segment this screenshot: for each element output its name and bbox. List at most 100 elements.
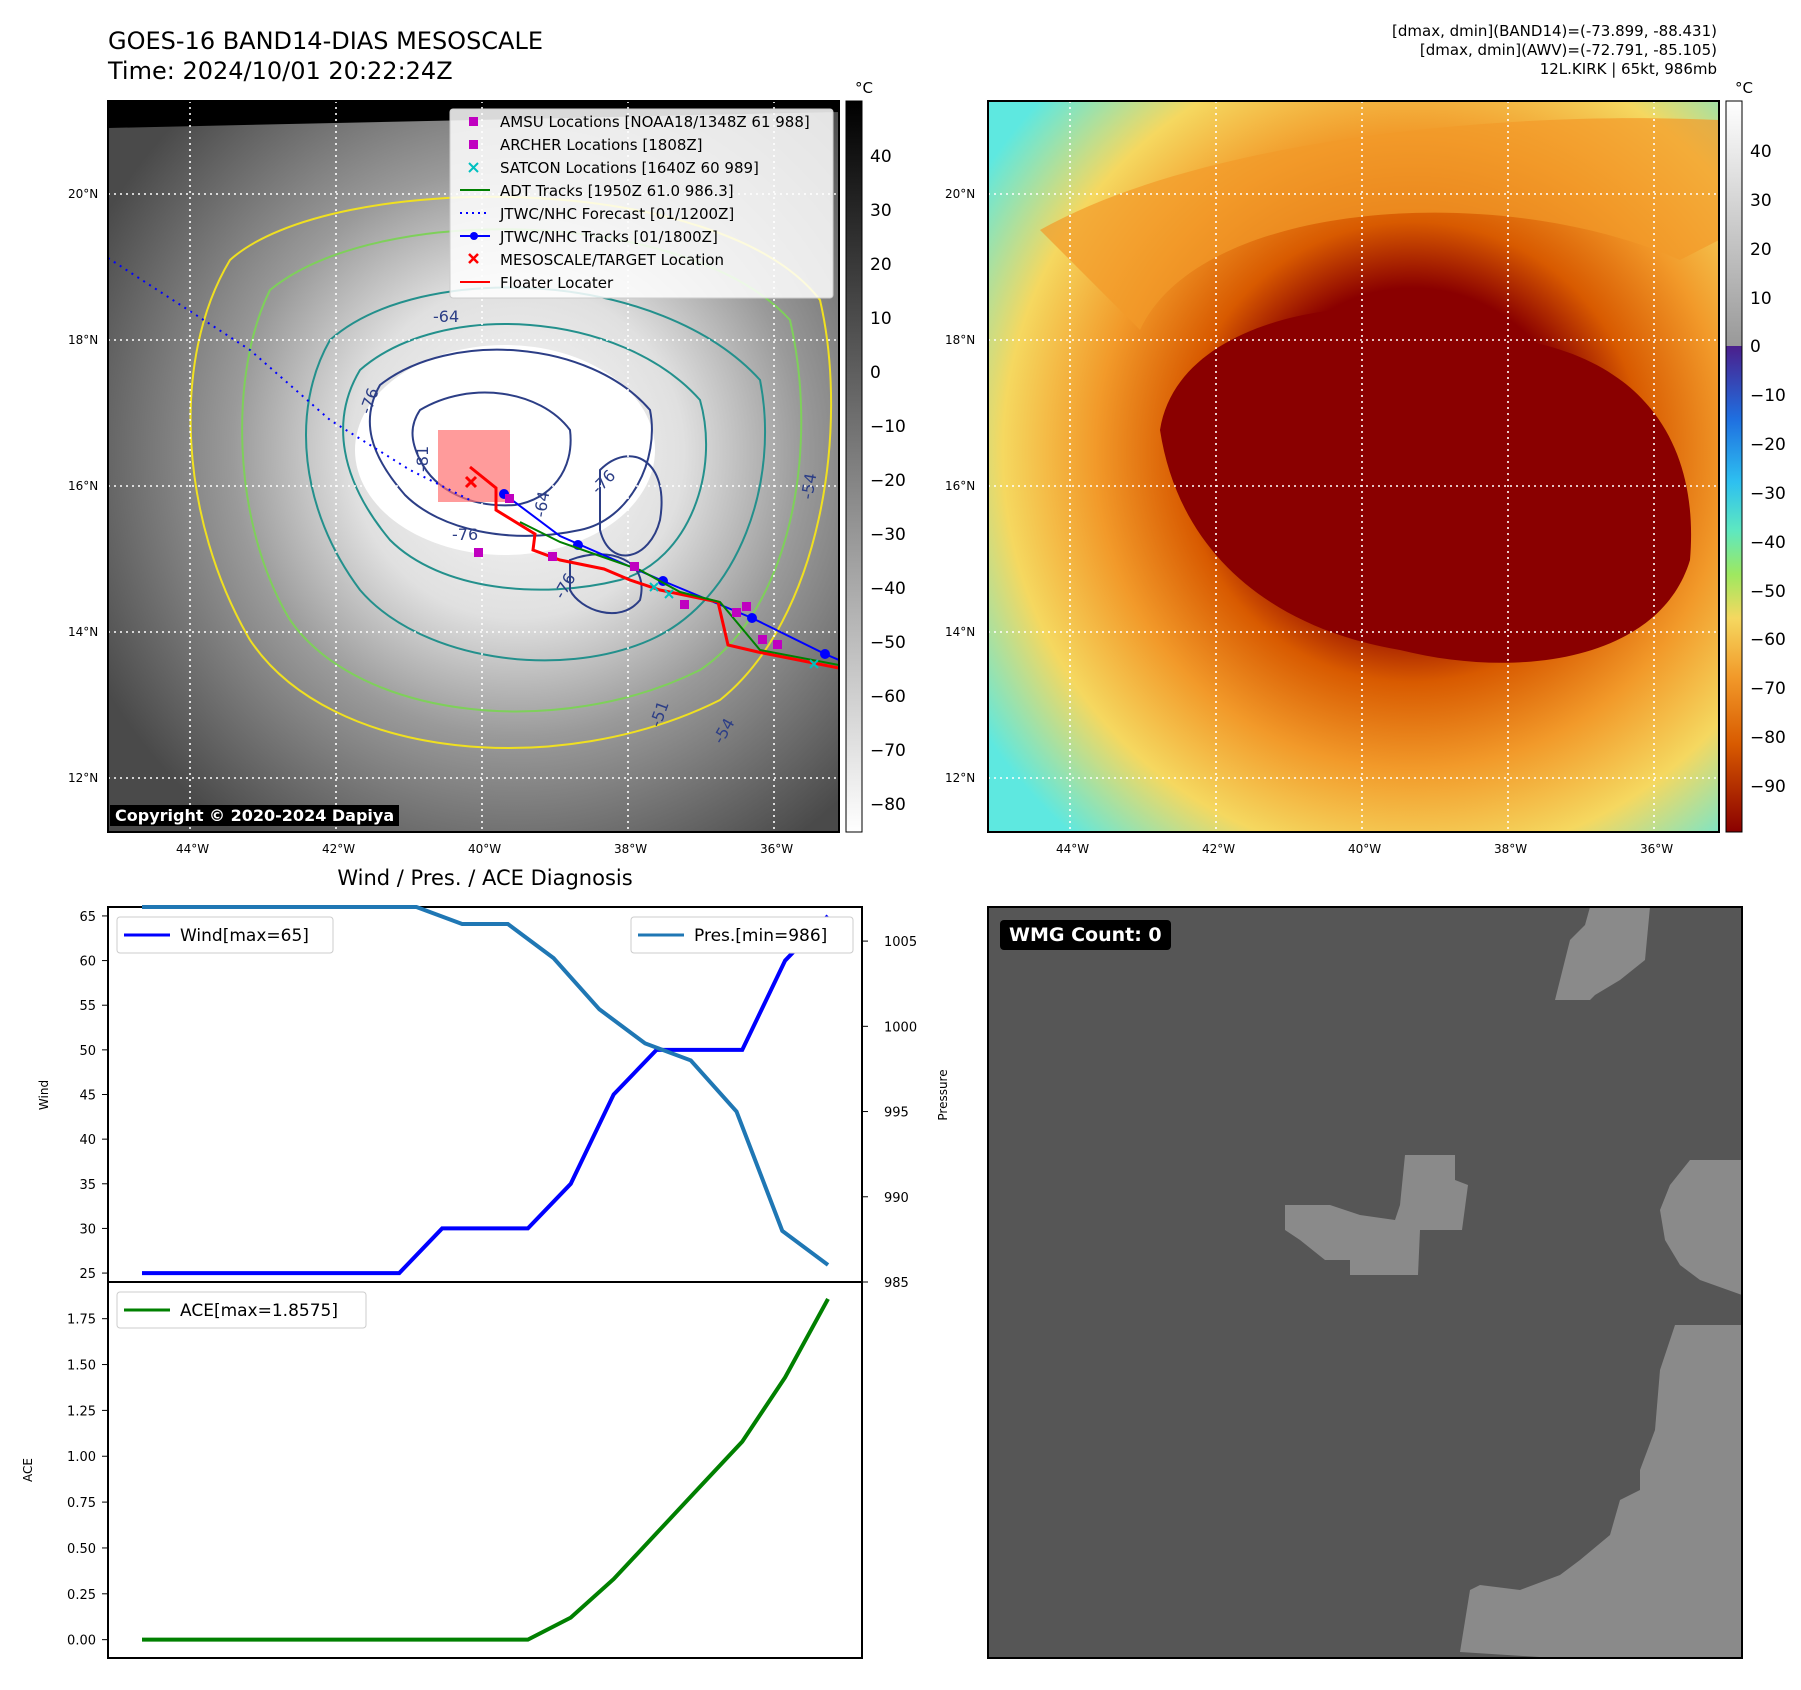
cbar-tick: −10 [1750,386,1786,406]
ace-tick-label: 1.75 [67,1313,96,1328]
ace-axis: 0.00 0.25 0.50 0.75 1.00 1.25 1.50 1.75 [67,1313,108,1649]
lon-label: 38°W [1494,842,1527,856]
cbar-tick: −60 [1750,630,1786,650]
cbar-tick: 10 [1750,289,1772,309]
legend-archer: ARCHER Locations [1808Z] [500,136,703,154]
legend-mesoscale: MESOSCALE/TARGET Location [500,251,724,269]
cbar-tick: 10 [870,309,892,329]
wmg-patch [1285,1155,1468,1275]
cbar-tick: 30 [1750,191,1772,211]
wmg-patch [1460,1325,1742,1658]
wmg-frame [987,906,1743,1659]
lat-label: 18°N [68,333,98,347]
cbar-tick: −30 [870,525,906,545]
floater-locater-track [469,465,839,670]
legend-adt: ADT Tracks [1950Z 61.0 986.3] [500,182,734,200]
ace-frame [107,1281,863,1659]
contour-label: -54 [797,472,820,501]
wind-tick-label: 40 [79,1133,96,1148]
cbar-tick: 30 [870,201,892,221]
wind-pres-series [142,905,830,1276]
cbar-tick: −80 [1750,728,1786,748]
cbar-tick: −90 [1750,777,1786,797]
awv-cold-core [1160,307,1692,663]
pres-tick-label: 985 [884,1276,909,1291]
lat-label: 18°N [945,333,975,347]
mesoscale-target-marker [464,475,478,489]
wind-tick-label: 25 [79,1267,96,1282]
lat-label: 16°N [945,479,975,493]
cbar-tick: −60 [870,687,906,707]
figure-title-line2: Time: 2024/10/01 20:22:24Z [108,57,453,85]
lat-label: 14°N [68,625,98,639]
contour-label: -76 [452,525,478,544]
ace-tick-label: 1.50 [67,1359,96,1374]
lon-label: 42°W [1202,842,1235,856]
cbar-tick: −50 [870,633,906,653]
figure-title: GOES-16 BAND14-DIAS MESOSCALE Time: 2024… [108,26,543,86]
pres-legend-label: Pres.[min=986] [694,926,827,946]
figure-info: [dmax, dmin](BAND14)=(-73.899, -88.431) … [1392,22,1717,79]
lat-label: 14°N [945,625,975,639]
legend-floater: Floater Locater [500,274,614,292]
ace-legend-label: ACE[max=1.8575] [180,1301,338,1321]
ace-tick-label: 0.75 [67,1496,96,1511]
legend-archer-marker [469,140,478,149]
ace-tick-label: 1.25 [67,1404,96,1419]
legend-amsu-marker [469,117,478,126]
ace-legend: ACE[max=1.8575] [116,1291,367,1329]
ace-tick-label: 0.00 [67,1634,96,1649]
pressure-line [142,905,830,1267]
cbar-tick: −10 [870,417,906,437]
wind-tick-label: 45 [79,1089,96,1104]
lon-label: 40°W [468,842,501,856]
lon-label: 44°W [176,842,209,856]
lat-label: 12°N [945,771,975,785]
contour-label: -64 [433,307,459,326]
lat-label: 16°N [68,479,98,493]
ace-line [142,1298,830,1642]
lon-label: 36°W [760,842,793,856]
contour-label: -64 [530,490,553,519]
wmg-patch [1660,1160,1742,1295]
ir-map-frame [107,100,840,833]
wind-tick-label: 50 [79,1044,96,1059]
ir-colorbar: °C 40 30 20 10 0 −10 −20 −30 −40 −50 −60… [845,79,906,833]
cbar-tick: 20 [870,255,892,275]
ir-axis-labels: 20°N 18°N 16°N 14°N 12°N 44°W 42°W 40°W … [68,187,793,856]
info-awv: [dmax, dmin](AWV)=(-72.791, -85.105) [1419,41,1717,59]
lat-label: 12°N [68,771,98,785]
awv-map-panel [987,100,1720,833]
info-storm: 12L.KIRK | 65kt, 986mb [1539,60,1717,78]
lon-label: 38°W [614,842,647,856]
wind-tick-label: 55 [79,999,96,1014]
pres-tick-label: 995 [884,1106,909,1121]
copyright-badge: Copyright © 2020-2024 Dapiya [110,805,400,826]
awv-colorbar: °C 40 30 20 10 0 −10 −20 −30 −40 −50 −60… [1725,79,1786,833]
ace-series [142,1298,830,1642]
ir-colorbar-unit: °C [855,79,873,97]
awv-axis-labels: 20°N 18°N 16°N 14°N 12°N 44°W 42°W 40°W … [945,187,1673,856]
cbar-tick: 20 [1750,240,1772,260]
lon-label: 36°W [1640,842,1673,856]
wind-tick-label: 60 [79,955,96,970]
lon-label: 42°W [322,842,355,856]
satcon-markers [649,582,819,669]
wmg-patch [1555,907,1650,1000]
cbar-tick: −40 [870,579,906,599]
cbar-tick: 40 [1750,142,1772,162]
pres-tick-label: 1005 [884,935,917,950]
legend-amsu: AMSU Locations [NOAA18/1348Z 61 988] [500,113,810,131]
wmg-count-badge: WMG Count: 0 [1000,920,1171,950]
wind-line [142,914,830,1276]
cbar-tick: −20 [870,471,906,491]
wind-pres-frame [107,906,863,1283]
diagnosis-title: Wind / Pres. / ACE Diagnosis [337,866,632,890]
adt-track [519,521,839,666]
wind-legend-label: Wind[max=65] [180,926,309,946]
figure-title-line1: GOES-16 BAND14-DIAS MESOSCALE [108,27,544,55]
ace-tick-label: 1.00 [67,1450,96,1465]
lat-label: 20°N [68,187,98,201]
wind-axis-label: Wind [37,1080,51,1110]
cbar-tick: 40 [870,147,892,167]
